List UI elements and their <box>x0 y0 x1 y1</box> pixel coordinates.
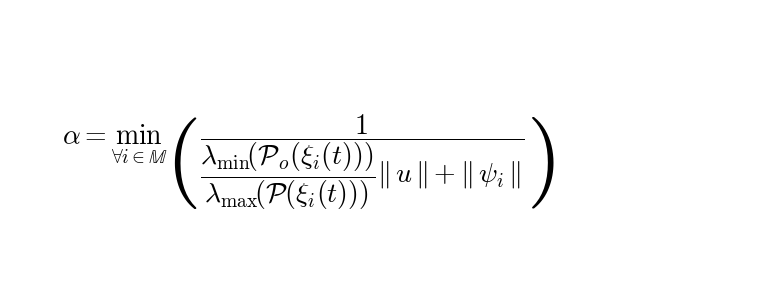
Text: $\alpha = \underset{\forall i\in\mathbb{M}}{\min}\left\{\dfrac{1}{\dfrac{\lambda: $\alpha = \underset{\forall i\in\mathbb{… <box>63 113 555 212</box>
